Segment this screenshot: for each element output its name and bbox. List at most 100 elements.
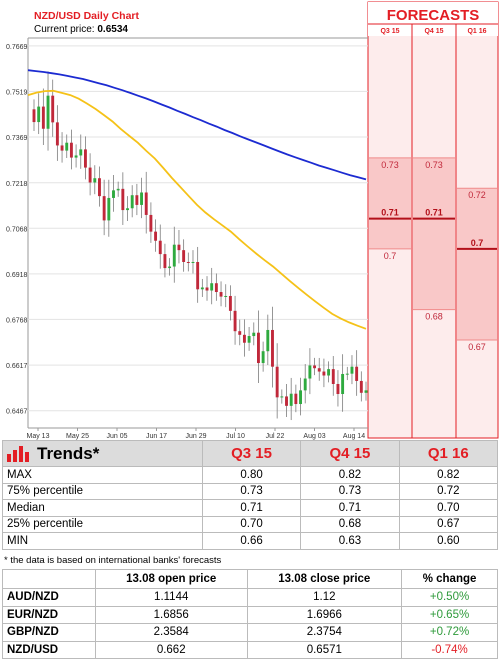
candle-body [322,371,326,376]
trends-cell: 0.80 [201,466,302,484]
trends-cell: 0.82 [398,466,499,484]
fx-open: 2.3584 [94,623,248,642]
candle-body [88,167,92,183]
fx-change: +0.65% [401,605,498,624]
candle [322,358,326,388]
candle-body [299,390,302,405]
candle [130,185,134,218]
bar-chart-icon [7,445,31,462]
candle-body [158,240,162,255]
candle-body [266,329,270,352]
candle-body [32,109,36,123]
moving-average-fast-line [27,89,367,330]
candle [294,384,298,413]
trends-footnote: * the data is based on international ban… [4,555,222,566]
candle-body [55,122,59,146]
candle [210,267,214,305]
trends-col-q4-15: Q4 15 [300,440,400,467]
candle [327,361,331,383]
candle-body [116,188,120,191]
x-tick-label: May 25 [66,433,89,440]
trends-row-label: 75% percentile [2,482,203,500]
candle-body [219,292,223,297]
candle-body [252,332,256,337]
candle [65,134,69,159]
candle-body [79,149,83,156]
candle-body [214,283,218,293]
trends-table: Trends* Q3 15 Q4 15 Q1 16 MAX 0.80 0.82 … [2,440,499,550]
trends-header-row: Trends* Q3 15 Q4 15 Q1 16 [2,440,499,467]
candle [107,179,111,237]
forecast-range-box [413,157,455,310]
candle-body [359,380,363,393]
trends-row-25-percentile: 25% percentile 0.70 0.68 0.67 [2,515,499,533]
fx-close: 1.12 [246,588,403,607]
candle-body [172,244,176,267]
candle-body [271,329,274,367]
trends-row-label: Median [2,499,203,517]
candle [313,357,317,376]
candle [163,243,167,278]
trends-row-max: MAX 0.80 0.82 0.82 [2,466,499,484]
candle-body [336,383,340,395]
forecast-median-label: 0.71 [425,208,443,218]
candle-body [41,106,45,129]
candle [158,224,162,269]
candle [121,172,125,225]
candle-body [83,149,87,168]
candle-body [317,368,321,372]
trends-cell: 0.72 [398,482,499,500]
trends-title: Trends* [37,443,100,463]
fx-row-gbp-nzd: GBP/NZD 2.3584 2.3754 +0.72% [2,623,498,642]
candle [41,88,45,146]
y-tick-label: 0.6918 [6,272,28,279]
trends-title-cell: Trends* [2,440,203,467]
fx-pair: AUD/NZD [2,588,96,607]
y-tick-label: 0.6617 [6,363,28,370]
candle-body [280,396,284,398]
candle-body [65,142,69,151]
candle [154,219,158,252]
candle [336,370,340,407]
forecast-max-label: 0.72 [468,190,486,200]
fx-row-nzd-usd: NZD/USD 0.662 0.6571 -0.74% [2,640,498,659]
candle [83,136,87,180]
forecast-p25-label: 0.67 [468,342,486,352]
candle-body [186,261,190,263]
fx-header-blank [2,569,96,589]
trends-cell: 0.66 [201,532,302,550]
candle-body [51,95,55,123]
candle-body [345,373,349,375]
candle-body [37,106,41,123]
candle [299,377,302,416]
candle [60,132,64,163]
candle [88,153,92,196]
trends-row-label: MIN [2,532,203,550]
candle [205,276,209,301]
candle-body [233,310,237,332]
candle-body [191,261,195,263]
x-tick-label: Aug 14 [343,433,365,440]
candle-body [102,196,106,221]
candle [275,343,279,419]
forecast-column-label: Q1 16 [467,28,486,35]
candle [191,250,195,274]
forecast-range-box [457,188,497,340]
candle [200,278,204,297]
candle-body [168,266,172,269]
forecast-max-label: 0.73 [381,160,399,170]
candle [308,348,312,395]
candle-body [177,244,181,251]
candle [341,354,345,412]
trends-col-q3-15: Q3 15 [201,440,302,467]
trends-row-75-percentile: 75% percentile 0.73 0.73 0.72 [2,482,499,500]
nzd-usd-chart: FORECASTS Q3 15 0.73 0.71 0.7 Q4 15 0.73 0.71 0… [6,1,499,440]
trends-cell: 0.71 [300,499,400,517]
candle [144,171,148,234]
candle [74,144,78,168]
candle [359,371,363,402]
trends-row-label: 25% percentile [2,515,203,533]
candle [37,93,41,135]
candle [364,381,368,401]
x-tick-label: Jun 05 [106,433,127,440]
